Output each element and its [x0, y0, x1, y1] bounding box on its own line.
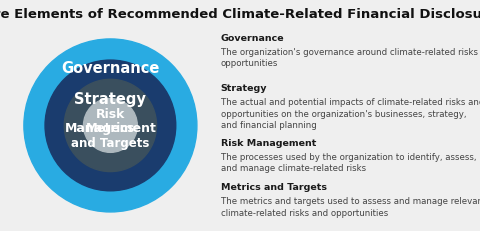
- Text: Governance: Governance: [221, 33, 285, 43]
- Text: The organization's governance around climate-related risks and
opportunities: The organization's governance around cli…: [221, 48, 480, 68]
- Text: Strategy: Strategy: [221, 84, 267, 93]
- Text: Strategy: Strategy: [74, 92, 146, 106]
- Text: Risk
Management: Risk Management: [64, 107, 156, 135]
- Circle shape: [84, 99, 137, 153]
- Text: Core Elements of Recommended Climate-Related Financial Disclosures: Core Elements of Recommended Climate-Rel…: [0, 8, 480, 21]
- Text: Governance: Governance: [61, 61, 159, 76]
- Text: Risk Management: Risk Management: [221, 138, 316, 147]
- Circle shape: [24, 40, 197, 212]
- Circle shape: [45, 61, 176, 191]
- Text: Metrics
and Targets: Metrics and Targets: [71, 122, 150, 149]
- Text: Metrics and Targets: Metrics and Targets: [221, 182, 327, 191]
- Circle shape: [64, 80, 156, 172]
- Text: The processes used by the organization to identify, assess,
and manage climate-r: The processes used by the organization t…: [221, 152, 476, 172]
- Text: The actual and potential impacts of climate-related risks and
opportunities on t: The actual and potential impacts of clim…: [221, 98, 480, 130]
- Text: The metrics and targets used to assess and manage relevant
climate-related risks: The metrics and targets used to assess a…: [221, 196, 480, 217]
